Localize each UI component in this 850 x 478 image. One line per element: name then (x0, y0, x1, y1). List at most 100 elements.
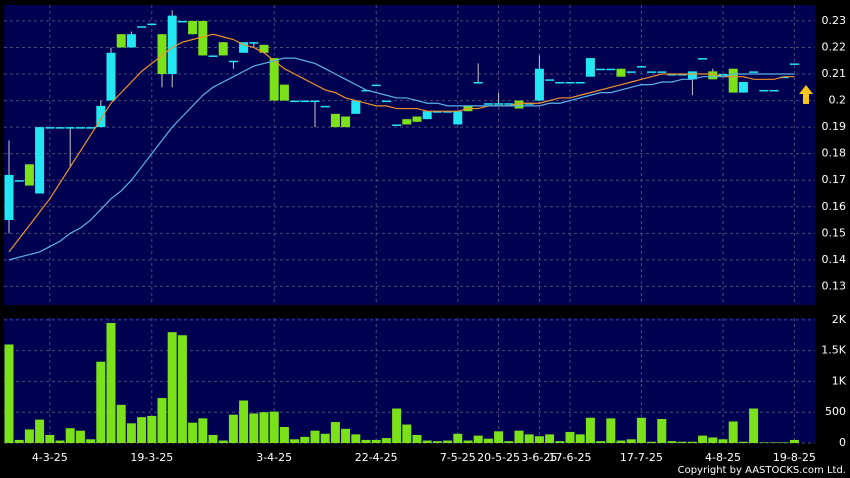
volume-bar (249, 413, 259, 443)
volume-bar (126, 423, 136, 443)
candle-body (106, 52, 116, 101)
candle-body (341, 116, 351, 128)
volume-bar (575, 434, 585, 443)
candle-body (167, 15, 177, 75)
candle-body (14, 180, 24, 182)
candle-body (698, 58, 708, 60)
y-tick-label: 0.21 (822, 67, 847, 80)
y-tick-label: 0.18 (822, 147, 847, 160)
candle-body (779, 76, 789, 79)
volume-bar (239, 400, 249, 443)
candle-body (596, 68, 606, 71)
volume-bar (545, 434, 555, 443)
volume-bar (198, 418, 208, 443)
candle-body (749, 71, 759, 73)
y-tick-label: 0.19 (822, 120, 847, 133)
volume-bar (14, 439, 24, 443)
volume-bar (677, 441, 687, 443)
candle-body (545, 79, 555, 81)
candle-body (228, 60, 238, 63)
volume-bar (728, 421, 738, 443)
candle-body (157, 34, 167, 75)
candle-body (239, 42, 249, 53)
volume-bar (636, 417, 646, 443)
volume-bar (555, 441, 565, 443)
y-tick-label: 0.15 (822, 226, 847, 239)
volume-bar (351, 434, 361, 443)
candle-body (636, 66, 646, 68)
x-tick-label: 22-4-25 (355, 451, 398, 464)
volume-bar (473, 435, 483, 443)
candle-body (789, 63, 799, 65)
candle-body (575, 81, 585, 84)
volume-bar (657, 418, 667, 443)
volume-bar (310, 430, 320, 443)
candle-body (769, 89, 779, 92)
candle-body (585, 58, 595, 77)
volume-bar (789, 439, 799, 443)
x-tick-label: 19-8-25 (773, 451, 816, 464)
volume-bar (412, 434, 422, 443)
volume-bar (157, 398, 167, 443)
volume-bar (585, 417, 595, 443)
candle-body (483, 103, 493, 105)
candle-body (351, 100, 361, 114)
volume-bar (259, 412, 269, 443)
candle-body (687, 71, 697, 80)
volume-bar (330, 422, 340, 443)
volume-bar (616, 440, 626, 443)
candle-body (708, 71, 718, 80)
moving-average (8, 57, 795, 261)
volume-bar (432, 441, 442, 443)
candle-body (514, 100, 524, 109)
last-price-arrow (799, 85, 813, 104)
candle-body (55, 127, 65, 129)
candle-body (473, 81, 483, 84)
volume-bar (596, 441, 606, 443)
volume-bar (86, 439, 96, 443)
volume-bar (137, 417, 147, 443)
candle-body (728, 68, 738, 93)
candle-body (738, 81, 748, 93)
volume-bar (208, 434, 218, 443)
candle-body (279, 84, 289, 101)
candle-body (300, 100, 310, 103)
volume-bar (647, 441, 657, 443)
volume-bar (371, 439, 381, 443)
volume-bar (453, 433, 463, 443)
volume-bar (565, 431, 575, 443)
volume-bar (738, 441, 748, 443)
candle-body (147, 23, 157, 26)
price-panel (4, 5, 815, 305)
x-tick-label: 4-8-25 (705, 451, 741, 464)
volume-bar (341, 428, 351, 443)
y-tick-label: 0.14 (822, 253, 847, 266)
candle-body (616, 68, 626, 77)
candle-body (524, 103, 534, 105)
x-tick-label: 3-4-25 (256, 451, 292, 464)
candle-body (218, 42, 228, 56)
candle-body (432, 111, 442, 113)
volume-bar (392, 408, 402, 443)
volume-bar (218, 440, 228, 443)
candle-body (45, 127, 55, 129)
volume-bar (483, 438, 493, 443)
candle-body (392, 124, 402, 126)
candle-body (677, 74, 687, 76)
y-tick-label: 2K (832, 313, 847, 326)
candle-body (371, 84, 381, 87)
candle-body (504, 103, 514, 105)
candle-body (443, 111, 453, 113)
x-tick-label: 7-5-25 (440, 451, 476, 464)
candle-body (667, 74, 677, 76)
candle-body (290, 100, 300, 103)
volume-bar (4, 344, 14, 443)
candle-body (453, 111, 463, 125)
x-tick-label: 20-5-25 (477, 451, 520, 464)
volume-bar (626, 439, 636, 443)
candle-body (259, 44, 269, 53)
candle-body (24, 164, 34, 186)
x-tick-label: 4-3-25 (32, 451, 68, 464)
